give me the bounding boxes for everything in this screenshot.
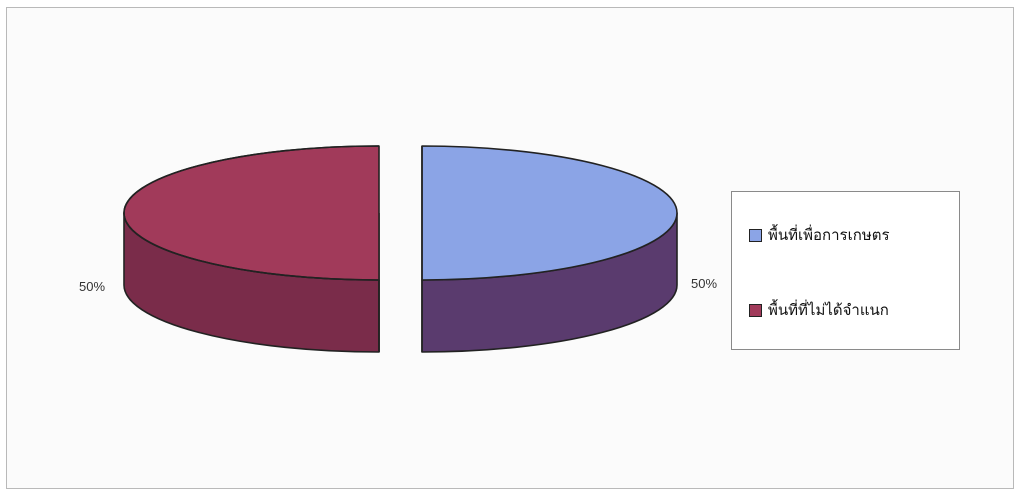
slice-top-agriculture bbox=[421, 145, 678, 281]
legend-item-unclassified: พื้นที่ที่ไม่ได้จำแนก bbox=[749, 298, 889, 322]
slice-outline-unclassified bbox=[123, 145, 380, 352]
legend-swatch-agriculture bbox=[749, 228, 762, 242]
legend-swatch-unclassified bbox=[749, 303, 762, 317]
legend-item-agriculture: พื้นที่เพื่อการเกษตร bbox=[749, 223, 890, 247]
legend: พื้นที่เพื่อการเกษตร พื้นที่ที่ไม่ได้จำแ… bbox=[731, 191, 960, 350]
legend-label-unclassified: พื้นที่ที่ไม่ได้จำแนก bbox=[768, 301, 889, 319]
data-label-agriculture: 50% bbox=[691, 276, 717, 291]
data-label-unclassified: 50% bbox=[79, 279, 105, 294]
legend-label-agriculture: พื้นที่เพื่อการเกษตร bbox=[768, 226, 890, 244]
